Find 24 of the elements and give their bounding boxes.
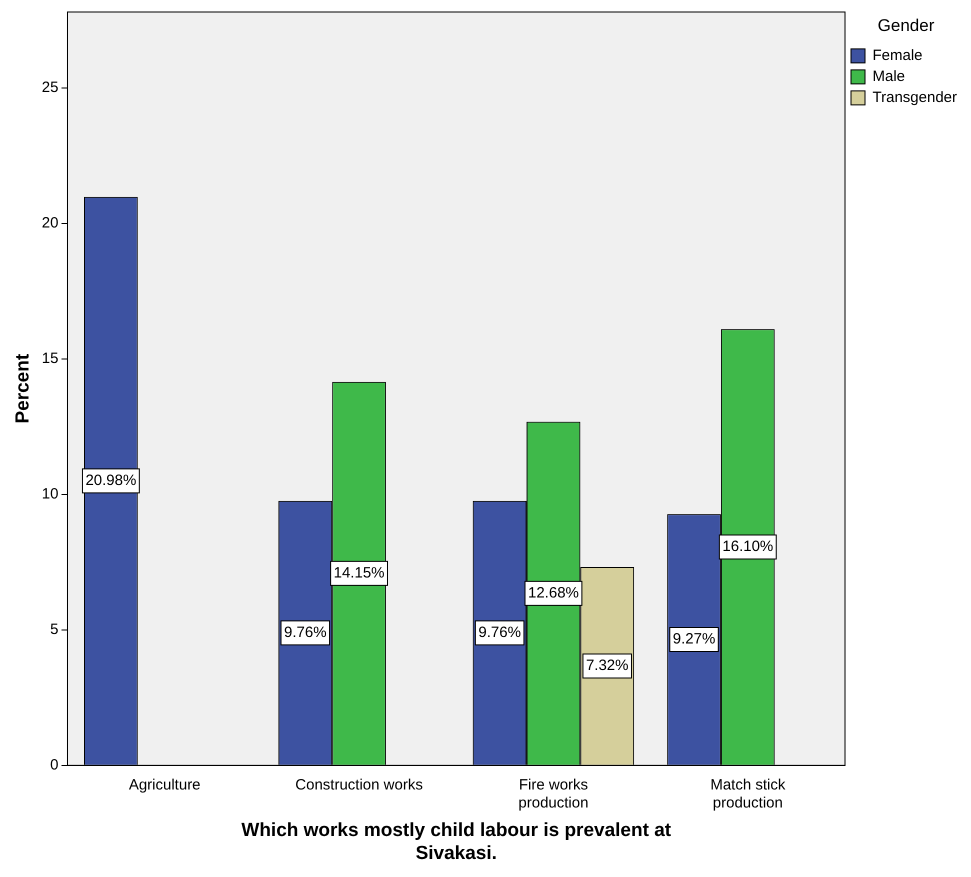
data-label: 9.27%: [672, 630, 716, 648]
data-label: 20.98%: [85, 472, 136, 490]
y-axis-title: Percent: [12, 353, 34, 424]
data-label: 9.76%: [284, 624, 327, 642]
data-label: 9.76%: [478, 624, 521, 642]
legend-label: Transgender: [872, 89, 958, 106]
x-tick-label: Match stick production: [710, 776, 786, 812]
y-tick-label: 0: [50, 756, 58, 774]
x-axis-title: Which works mostly child labour is prevalent at Sivakasi.: [241, 820, 672, 864]
legend-label: Male: [872, 68, 906, 86]
legend-title: Gender: [878, 16, 935, 36]
legend-label: Female: [872, 47, 923, 64]
data-label: 14.15%: [334, 564, 384, 582]
y-tick-label: 5: [50, 621, 58, 638]
data-label: 12.68%: [528, 584, 579, 602]
y-tick-label: 25: [42, 79, 58, 96]
x-tick-label: Construction works: [295, 776, 423, 794]
data-label: 7.32%: [586, 657, 628, 674]
x-tick-label: Fire works production: [518, 776, 588, 812]
data-label: 16.10%: [722, 538, 774, 556]
x-tick-label: Agriculture: [128, 776, 201, 794]
y-tick-label: 10: [42, 486, 58, 503]
y-tick-label: 15: [42, 350, 58, 368]
y-tick-label: 20: [42, 214, 58, 232]
